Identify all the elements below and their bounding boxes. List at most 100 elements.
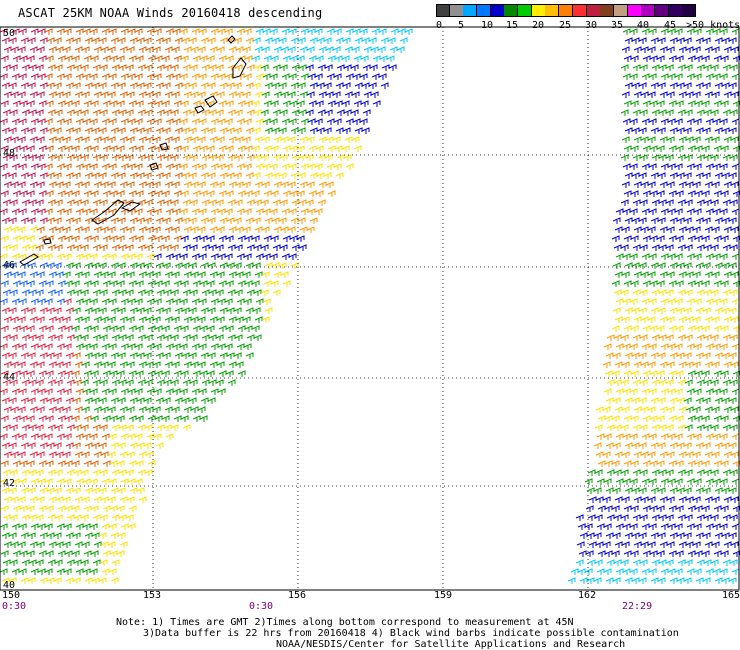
wind-barb	[648, 28, 657, 35]
wind-barb	[255, 163, 264, 170]
wind-barb	[11, 163, 20, 170]
wind-barb	[624, 82, 633, 89]
wind-barb	[119, 91, 128, 98]
wind-barb	[228, 226, 237, 233]
wind-barb	[585, 550, 594, 557]
wind-barb	[622, 208, 631, 215]
island-5	[149, 162, 159, 171]
wind-barb	[12, 415, 21, 422]
wind-barb	[80, 424, 89, 431]
wind-barb	[153, 73, 162, 80]
wind-barb	[676, 262, 685, 269]
wind-barb	[44, 73, 53, 80]
wind-barb	[84, 127, 93, 134]
wind-barb	[613, 469, 622, 476]
wind-barb	[44, 253, 53, 260]
wind-barb	[216, 91, 225, 98]
wind-barb	[624, 307, 633, 314]
wind-barb	[74, 316, 83, 323]
wind-barb	[657, 532, 666, 539]
wind-barb	[666, 361, 675, 368]
wind-barb	[56, 163, 65, 170]
wind-barb	[651, 559, 660, 566]
wind-barb	[164, 271, 173, 278]
wind-barb	[209, 181, 218, 188]
wind-barb	[647, 226, 656, 233]
wind-barb	[594, 424, 603, 431]
wind-barb	[208, 64, 217, 71]
wind-barb	[605, 487, 614, 494]
wind-barb	[154, 190, 163, 197]
wind-barb	[693, 208, 702, 215]
wind-barb	[92, 469, 101, 476]
wind-barb	[713, 550, 722, 557]
pass-time-label: 22:29	[622, 601, 653, 612]
wind-barb	[120, 118, 129, 125]
lon-label: 156	[288, 590, 307, 601]
wind-barb	[72, 37, 81, 44]
wind-barb	[36, 361, 45, 368]
wind-barb	[35, 379, 44, 386]
wind-barb	[218, 325, 227, 332]
wind-barb	[66, 469, 75, 476]
wind-barb	[281, 253, 290, 260]
wind-barb	[197, 361, 206, 368]
colorbar-swatch	[668, 4, 683, 17]
wind-barb	[377, 46, 386, 53]
wind-barb	[30, 388, 39, 395]
wind-barb	[9, 469, 18, 476]
wind-barb	[83, 235, 92, 242]
wind-barb	[208, 244, 217, 251]
wind-barb	[18, 433, 27, 440]
wind-barb	[38, 370, 47, 377]
wind-barb	[28, 199, 37, 206]
wind-barb	[57, 145, 66, 152]
wind-barb	[712, 118, 721, 125]
wind-barb	[642, 415, 651, 422]
wind-barb	[719, 388, 728, 395]
wind-barb	[30, 28, 39, 35]
wind-barb	[235, 136, 244, 143]
wind-barb	[605, 442, 614, 449]
wind-barb	[20, 127, 29, 134]
wind-barb	[21, 199, 30, 206]
wind-barb	[215, 289, 224, 296]
wind-barb	[171, 361, 180, 368]
wind-barb	[27, 262, 36, 269]
wind-barb	[36, 91, 45, 98]
wind-barb	[215, 154, 224, 161]
wind-barb	[10, 496, 19, 503]
wind-barb	[678, 541, 687, 548]
wind-barb	[669, 82, 678, 89]
wind-barb	[719, 73, 728, 80]
wind-barb	[658, 424, 667, 431]
wind-barb	[192, 370, 201, 377]
wind-barb	[657, 172, 666, 179]
wind-barb	[71, 370, 80, 377]
wind-barb	[65, 442, 74, 449]
wind-barb	[282, 100, 291, 107]
wind-barb	[188, 172, 197, 179]
wind-barb	[83, 505, 92, 512]
wind-barb	[170, 199, 179, 206]
wind-barb	[216, 181, 225, 188]
wind-barb	[182, 244, 191, 251]
wind-barb	[667, 568, 676, 575]
wind-barb	[271, 82, 280, 89]
colorbar-swatch	[654, 4, 669, 17]
wind-barb	[647, 91, 656, 98]
wind-barb	[296, 235, 305, 242]
wind-barb	[262, 208, 271, 215]
wind-barb	[225, 190, 234, 197]
wind-barb	[651, 289, 660, 296]
wind-barb	[27, 442, 36, 449]
wind-barb	[10, 136, 19, 143]
wind-barb	[273, 91, 282, 98]
wind-barb	[371, 28, 380, 35]
wind-barb	[72, 217, 81, 224]
wind-barb	[683, 532, 692, 539]
wind-barb	[28, 109, 37, 116]
wind-barb	[217, 253, 226, 260]
wind-barb	[147, 370, 156, 377]
wind-barb	[75, 388, 84, 395]
